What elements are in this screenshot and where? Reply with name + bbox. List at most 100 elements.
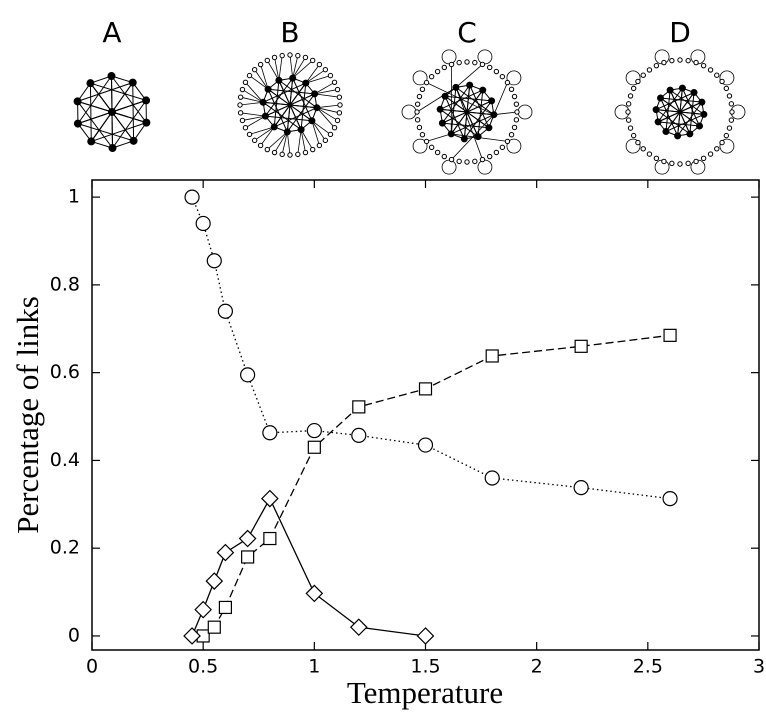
x-tick-label: 0.5 <box>188 656 218 678</box>
network-node <box>486 64 493 71</box>
network-node <box>486 153 493 160</box>
network-node <box>493 68 500 75</box>
network-node <box>142 118 151 127</box>
circle-marker <box>217 303 233 319</box>
network-node <box>257 61 264 68</box>
diamond-marker <box>238 529 257 548</box>
network-node <box>331 124 338 131</box>
network-node <box>652 106 660 114</box>
x-tick-label: 1.5 <box>410 656 440 678</box>
network-node <box>728 117 735 123</box>
network-node <box>279 52 285 59</box>
square-marker <box>241 550 255 564</box>
diamond-marker <box>305 584 324 603</box>
network-node <box>460 135 468 143</box>
network-edge <box>89 83 92 142</box>
network-node <box>73 119 82 128</box>
network-node <box>309 146 316 153</box>
network-edge <box>314 89 338 95</box>
network-node <box>302 79 310 87</box>
network-loop <box>412 138 428 154</box>
network-node <box>313 104 321 112</box>
network-loop <box>719 70 735 86</box>
network-node <box>308 117 316 125</box>
network-node <box>464 159 470 165</box>
circle-marker <box>240 367 256 383</box>
y-tick-label: 0 <box>68 624 80 646</box>
network-node <box>504 79 511 86</box>
network-edge <box>242 115 266 121</box>
network-node <box>441 92 449 100</box>
network-node <box>438 119 446 127</box>
square-marker <box>352 400 366 414</box>
network-edge <box>91 122 147 142</box>
network-edge <box>314 93 340 98</box>
network-node <box>490 111 498 119</box>
network-node <box>693 158 699 165</box>
network-node <box>327 72 334 79</box>
network-edge <box>267 131 288 150</box>
network-edge <box>316 107 338 121</box>
network-edge <box>266 60 280 81</box>
network-node <box>447 130 455 138</box>
network-node <box>271 54 278 61</box>
network-node <box>287 152 293 158</box>
network-node <box>416 93 423 100</box>
panel-label: A <box>102 16 121 49</box>
network-node <box>414 109 420 115</box>
network-node <box>698 98 706 106</box>
network-edge <box>300 83 307 130</box>
network-node <box>316 142 323 149</box>
network-node <box>714 146 720 152</box>
network-node <box>693 59 699 66</box>
network-node <box>700 110 708 118</box>
network-node <box>251 66 258 73</box>
network-node <box>419 86 426 93</box>
network-edge <box>316 107 335 128</box>
network-node <box>237 102 243 108</box>
network-node <box>646 67 653 73</box>
network-edge <box>254 126 275 141</box>
network-node <box>87 137 96 146</box>
network-node <box>428 73 435 80</box>
x-tick-label: 1 <box>308 656 320 678</box>
plot-frame <box>91 179 760 651</box>
network-node <box>322 66 329 73</box>
network-node <box>434 68 441 75</box>
network-node <box>635 139 641 146</box>
network-node <box>264 57 271 64</box>
circle-marker <box>573 480 589 496</box>
network-node <box>237 94 244 100</box>
network-diagrams: A B C D <box>73 16 746 175</box>
diamond-marker <box>349 618 368 637</box>
network-edge <box>451 114 495 160</box>
network-node <box>239 86 246 93</box>
network-node <box>242 79 249 86</box>
network-node <box>108 108 116 116</box>
network-node <box>257 142 264 149</box>
network-edge <box>292 55 299 79</box>
network-node <box>640 72 646 78</box>
network-edge <box>249 75 269 90</box>
network-node <box>251 137 258 144</box>
network-node <box>302 54 309 61</box>
network-edge <box>281 131 288 155</box>
network-node <box>678 84 686 92</box>
network-edge <box>426 133 452 142</box>
network-edge <box>240 112 266 117</box>
network-edge <box>677 101 703 137</box>
network-loop <box>506 138 522 154</box>
network-node <box>657 94 665 102</box>
network-edge <box>316 107 340 114</box>
square-marker <box>485 349 499 363</box>
network-node <box>336 110 343 116</box>
network-node <box>729 109 735 115</box>
network-edge <box>305 75 331 84</box>
network-loop <box>625 138 641 154</box>
panel-label: C <box>457 16 477 49</box>
network-node <box>275 76 283 84</box>
square-marker <box>663 328 677 342</box>
network-node <box>677 57 683 63</box>
network-loop <box>477 49 493 65</box>
network-edge <box>300 129 314 150</box>
